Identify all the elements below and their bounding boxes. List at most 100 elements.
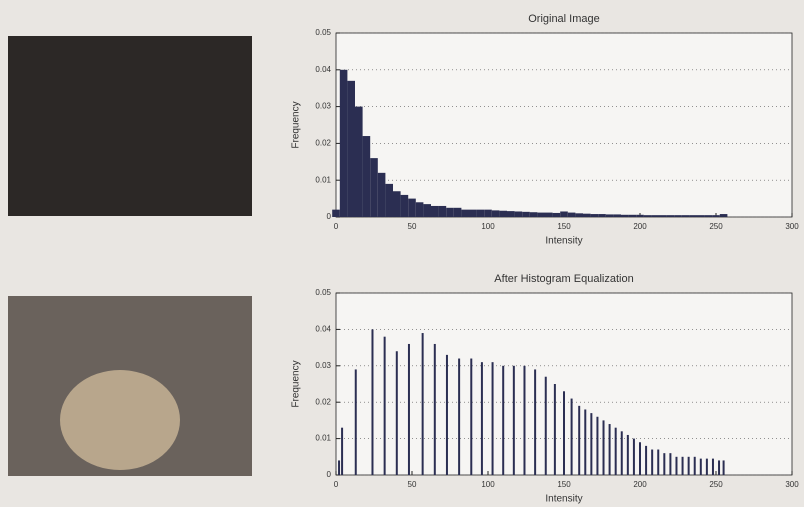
y-tick-label: 0.03 bbox=[315, 361, 331, 370]
bar bbox=[469, 210, 477, 217]
bar bbox=[470, 359, 472, 475]
bar bbox=[530, 212, 538, 217]
bar bbox=[396, 351, 398, 475]
bar bbox=[590, 413, 592, 475]
bar bbox=[477, 210, 485, 217]
bar bbox=[355, 107, 363, 217]
bar bbox=[606, 214, 614, 217]
x-tick-label: 300 bbox=[785, 222, 799, 231]
bar bbox=[499, 211, 507, 217]
bar bbox=[568, 213, 576, 217]
bar bbox=[416, 202, 424, 217]
bar bbox=[332, 210, 340, 217]
bar bbox=[663, 453, 665, 475]
bar bbox=[723, 460, 725, 475]
bar bbox=[583, 214, 591, 217]
bar bbox=[675, 457, 677, 475]
bar bbox=[720, 214, 728, 217]
bar bbox=[522, 212, 530, 217]
bar bbox=[621, 431, 623, 475]
bar bbox=[502, 366, 504, 475]
bar bbox=[629, 215, 637, 217]
x-axis-label: Intensity bbox=[545, 494, 582, 505]
bar bbox=[434, 344, 436, 475]
bar bbox=[636, 215, 644, 217]
x-tick-label: 100 bbox=[481, 480, 495, 489]
x-tick-label: 50 bbox=[408, 480, 417, 489]
bar bbox=[370, 158, 378, 217]
bar bbox=[609, 424, 611, 475]
bar bbox=[591, 214, 599, 217]
bar bbox=[575, 213, 583, 217]
bar bbox=[461, 210, 469, 217]
y-tick-label: 0.02 bbox=[315, 139, 331, 148]
y-axis-label: Frequency bbox=[291, 360, 302, 407]
y-tick-label: 0.05 bbox=[315, 288, 331, 297]
x-tick-label: 250 bbox=[709, 222, 723, 231]
bar bbox=[393, 191, 401, 217]
bar bbox=[515, 211, 523, 217]
bar bbox=[633, 439, 635, 475]
x-tick-label: 250 bbox=[709, 480, 723, 489]
bar bbox=[384, 337, 386, 475]
bar bbox=[682, 457, 684, 475]
bar bbox=[674, 215, 682, 217]
y-axis-label: Frequency bbox=[291, 101, 302, 148]
bar bbox=[340, 70, 348, 217]
bar bbox=[378, 173, 386, 217]
bar bbox=[371, 329, 373, 475]
bar bbox=[507, 211, 515, 217]
bar bbox=[563, 391, 565, 475]
bar bbox=[659, 215, 667, 217]
bar bbox=[560, 211, 568, 217]
bar bbox=[446, 355, 448, 475]
bar bbox=[667, 215, 675, 217]
bar bbox=[554, 384, 556, 475]
bar bbox=[534, 369, 536, 475]
plot-area bbox=[336, 33, 792, 217]
bar bbox=[689, 215, 697, 217]
bar bbox=[408, 199, 416, 217]
bar bbox=[657, 450, 659, 475]
bar bbox=[537, 213, 545, 217]
bar bbox=[347, 81, 355, 217]
bar bbox=[615, 428, 617, 475]
bar bbox=[341, 428, 343, 475]
bar bbox=[545, 213, 553, 217]
page: Original ImageIntensityFrequency00.010.0… bbox=[0, 0, 804, 507]
bar bbox=[355, 369, 357, 475]
bar bbox=[458, 359, 460, 475]
bar bbox=[454, 208, 462, 217]
bar bbox=[513, 366, 515, 475]
bar bbox=[492, 362, 494, 475]
bar bbox=[338, 460, 340, 475]
bar bbox=[669, 453, 671, 475]
bar bbox=[705, 215, 713, 217]
x-tick-label: 50 bbox=[408, 222, 417, 231]
bar bbox=[553, 213, 561, 217]
bar bbox=[700, 459, 702, 475]
bar bbox=[423, 204, 431, 217]
y-tick-label: 0 bbox=[327, 212, 332, 221]
bar bbox=[706, 459, 708, 475]
bar bbox=[645, 446, 647, 475]
y-tick-label: 0.04 bbox=[315, 325, 331, 334]
bar bbox=[523, 366, 525, 475]
bar bbox=[385, 184, 393, 217]
bar bbox=[682, 215, 690, 217]
bar bbox=[627, 435, 629, 475]
bar bbox=[639, 442, 641, 475]
x-tick-label: 0 bbox=[334, 222, 339, 231]
bar bbox=[694, 457, 696, 475]
bar bbox=[481, 362, 483, 475]
photo-detail bbox=[60, 370, 180, 470]
x-tick-label: 200 bbox=[633, 222, 647, 231]
x-tick-label: 100 bbox=[481, 222, 495, 231]
bar bbox=[363, 136, 371, 217]
bar bbox=[712, 215, 720, 217]
bar bbox=[484, 210, 492, 217]
chart-title: After Histogram Equalization bbox=[494, 273, 633, 285]
bar bbox=[621, 215, 629, 217]
bar bbox=[545, 377, 547, 475]
bar bbox=[651, 215, 659, 217]
